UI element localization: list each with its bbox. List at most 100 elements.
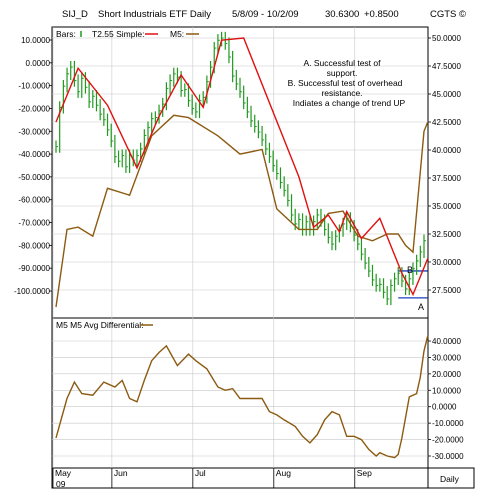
price-tick-label: 32.5000 xyxy=(432,230,461,239)
price-bar xyxy=(254,114,257,133)
price-bar xyxy=(228,37,231,64)
timeframe-box xyxy=(427,467,475,489)
price-bar xyxy=(55,140,58,153)
year-label: 09 xyxy=(56,479,66,489)
trend-series-line xyxy=(55,37,429,297)
oscillator-axis: 40.0000 30.0000 20.0000 10.0000 0.0000 -10.00… xyxy=(428,337,464,461)
price-bar xyxy=(419,245,423,268)
price-bar xyxy=(408,272,412,296)
price-bar xyxy=(191,94,195,115)
price-bar xyxy=(198,94,202,119)
price-bar xyxy=(423,234,426,259)
price-bar xyxy=(360,237,364,261)
oscillator-tick-label: 30.0000 xyxy=(432,353,461,362)
annotation-note: A. Successful test of support. B. Succes… xyxy=(288,58,406,108)
price-bar xyxy=(405,274,408,296)
price-bar xyxy=(70,60,73,80)
price-bar xyxy=(95,90,99,112)
price-bar xyxy=(276,159,279,180)
price-bar xyxy=(73,60,77,87)
price-bar xyxy=(147,121,150,142)
m5-tick-label: -50.0000 xyxy=(18,173,50,182)
price-bar xyxy=(401,267,404,288)
price-tick-label: 40.0000 xyxy=(432,146,461,155)
price-bar xyxy=(217,34,220,55)
price-bar xyxy=(136,149,139,167)
price-bar xyxy=(290,194,294,222)
price-bar xyxy=(221,31,224,47)
price-bar xyxy=(154,111,158,125)
price-bar xyxy=(261,125,265,147)
price-bar xyxy=(327,223,331,244)
oscillator-tick-label: -10.0000 xyxy=(432,419,464,428)
price-bar xyxy=(110,123,114,148)
oscillator-panel-frame xyxy=(51,317,429,469)
price-bar xyxy=(287,184,290,207)
price-bar xyxy=(99,99,103,121)
m5-tick-label: -100.0000 xyxy=(14,287,51,296)
price-bar xyxy=(301,213,305,236)
price-bar xyxy=(382,278,386,299)
price-bar xyxy=(393,272,397,292)
price-bar xyxy=(184,83,187,97)
price-tick-label: 27.5000 xyxy=(432,286,461,295)
legend-t255: T2.55 Simple: xyxy=(92,29,144,39)
instrument-name: Short Industrials ETF Daily xyxy=(98,9,211,20)
m5-axis: 10.0000 0.0000 -10.0000 -20.0000 -30.0000 -40… xyxy=(14,36,52,296)
price-bars xyxy=(55,31,426,306)
price-bar xyxy=(390,279,393,306)
price-bar xyxy=(412,262,415,285)
oscillator-tick-label: -30.0000 xyxy=(432,452,464,461)
legend-m5: M5: xyxy=(170,29,184,39)
price-bar xyxy=(224,31,228,50)
annotation-line-1: A. Successful test of xyxy=(303,58,381,68)
month-label: May xyxy=(55,468,72,478)
annotation-line-5: Indiates a change of trend UP xyxy=(293,98,406,108)
price-bar xyxy=(305,215,309,236)
price-legend: Bars: T2.55 Simple: M5: M5 M5 Avg Differ… xyxy=(56,29,199,330)
m5-tick-label: -40.0000 xyxy=(18,150,50,159)
price-bar xyxy=(187,83,191,107)
price-bar xyxy=(279,167,283,189)
oscillator-tick-label: 0.0000 xyxy=(432,403,457,412)
m5-tick-label: -70.0000 xyxy=(18,219,50,228)
price-bar xyxy=(316,208,320,228)
price-bar xyxy=(165,82,169,111)
m5-tick-label: 10.0000 xyxy=(21,36,50,45)
price-bar xyxy=(114,134,117,163)
last-price: 30.6300 xyxy=(325,9,359,20)
price-bar xyxy=(106,113,110,136)
month-axis: May Jun Jul Aug Sep xyxy=(55,468,372,478)
m5-series-line xyxy=(55,114,429,308)
price-bar xyxy=(272,150,276,172)
annotation-line-4: resistance. xyxy=(321,88,362,98)
price-tick-label: 45.0000 xyxy=(432,90,461,99)
price-tick-label: 35.0000 xyxy=(432,202,461,211)
price-tick-label: 42.5000 xyxy=(432,118,461,127)
chart-header: SIJ_D Short Industrials ETF Daily 5/8/09… xyxy=(62,9,466,20)
price-bar xyxy=(397,267,401,285)
price-bar xyxy=(368,256,371,278)
price-bar xyxy=(371,264,375,287)
oscillator-tick-label: 40.0000 xyxy=(432,337,461,346)
price-bar xyxy=(239,77,242,98)
annotation-line-2: support. xyxy=(327,68,358,78)
price-bar xyxy=(375,273,379,292)
m5-tick-label: -90.0000 xyxy=(18,264,50,273)
label-b: B xyxy=(407,265,413,275)
price-bar xyxy=(195,102,198,119)
price-axis: 50.0000 47.5000 45.0000 42.5000 40.0000 37.50… xyxy=(428,34,461,295)
price-bar xyxy=(169,74,173,95)
price-bar xyxy=(250,105,254,128)
price-bar xyxy=(88,81,92,108)
price-change: +0.8500 xyxy=(364,9,399,20)
price-tick-label: 30.0000 xyxy=(432,258,461,267)
price-bar xyxy=(77,74,81,98)
price-bar xyxy=(246,96,250,119)
m5-tick-label: -80.0000 xyxy=(18,241,50,250)
m5-tick-label: -60.0000 xyxy=(18,196,50,205)
oscillator-series-line xyxy=(55,335,429,459)
m5-tick-label: -30.0000 xyxy=(18,127,50,136)
m5-tick-label: -20.0000 xyxy=(18,104,50,113)
price-bar xyxy=(125,149,128,173)
